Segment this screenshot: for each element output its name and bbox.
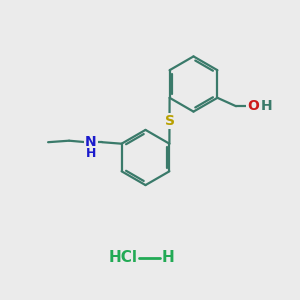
Text: HCl: HCl [109, 250, 138, 266]
Text: H: H [261, 99, 273, 113]
Text: H: H [161, 250, 174, 266]
Text: N: N [85, 135, 97, 149]
Text: O: O [247, 99, 259, 113]
Text: H: H [85, 147, 96, 160]
Text: S: S [164, 114, 175, 128]
